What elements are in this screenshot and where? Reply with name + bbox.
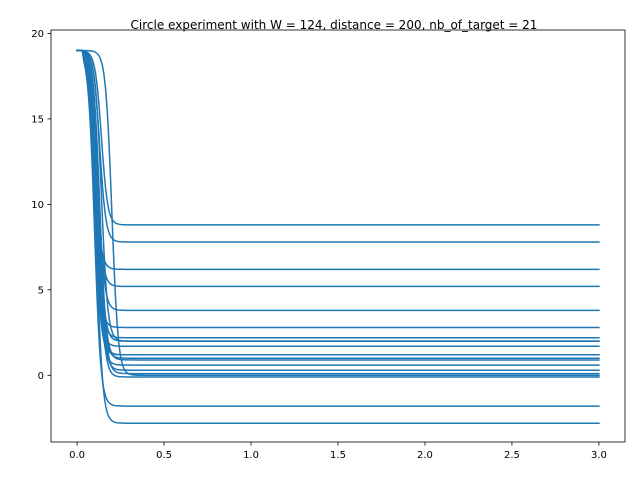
series-line-13 bbox=[76, 49, 600, 366]
series-line-3 bbox=[76, 49, 600, 271]
series-line-11 bbox=[76, 49, 600, 359]
series-line-8 bbox=[76, 49, 600, 342]
series-line-18 bbox=[76, 49, 600, 407]
series-line-9 bbox=[76, 49, 600, 348]
series-line-20 bbox=[76, 49, 600, 342]
series-group bbox=[76, 49, 600, 424]
x-tick-label: 3.0 bbox=[591, 450, 607, 461]
x-tick-label: 2.0 bbox=[417, 450, 433, 461]
x-tick-label: 1.0 bbox=[243, 450, 259, 461]
series-line-1 bbox=[76, 49, 600, 226]
series-line-14 bbox=[76, 49, 600, 371]
series-line-15 bbox=[76, 49, 600, 375]
series-line-2 bbox=[76, 49, 600, 243]
y-tick-label: 20 bbox=[31, 29, 44, 40]
x-tick-label: 1.5 bbox=[330, 450, 346, 461]
y-tick-label: 0 bbox=[38, 371, 44, 382]
x-tick-label: 0.5 bbox=[156, 450, 172, 461]
series-line-10 bbox=[76, 49, 600, 356]
y-axis-ticks: 0 5 10 15 20 bbox=[31, 29, 51, 382]
series-line-4 bbox=[76, 49, 600, 288]
series-line-12 bbox=[76, 49, 600, 361]
y-tick-label: 5 bbox=[38, 285, 44, 296]
series-line-16 bbox=[76, 49, 600, 377]
series-line-5 bbox=[76, 49, 600, 312]
plot-frame bbox=[50, 29, 626, 443]
x-tick-label: 2.5 bbox=[504, 450, 520, 461]
series-line-21 bbox=[76, 49, 600, 356]
y-tick-label: 10 bbox=[31, 200, 44, 211]
x-tick-label: 0.0 bbox=[69, 450, 85, 461]
x-axis-ticks: 0.0 0.5 1.0 1.5 2.0 2.5 3.0 bbox=[69, 442, 607, 461]
y-tick-label: 15 bbox=[31, 114, 44, 125]
series-line-19 bbox=[76, 49, 600, 424]
series-line-17 bbox=[76, 49, 600, 378]
chart-title: Circle experiment with W = 124, distance… bbox=[131, 18, 538, 32]
series-line-7 bbox=[76, 49, 600, 339]
